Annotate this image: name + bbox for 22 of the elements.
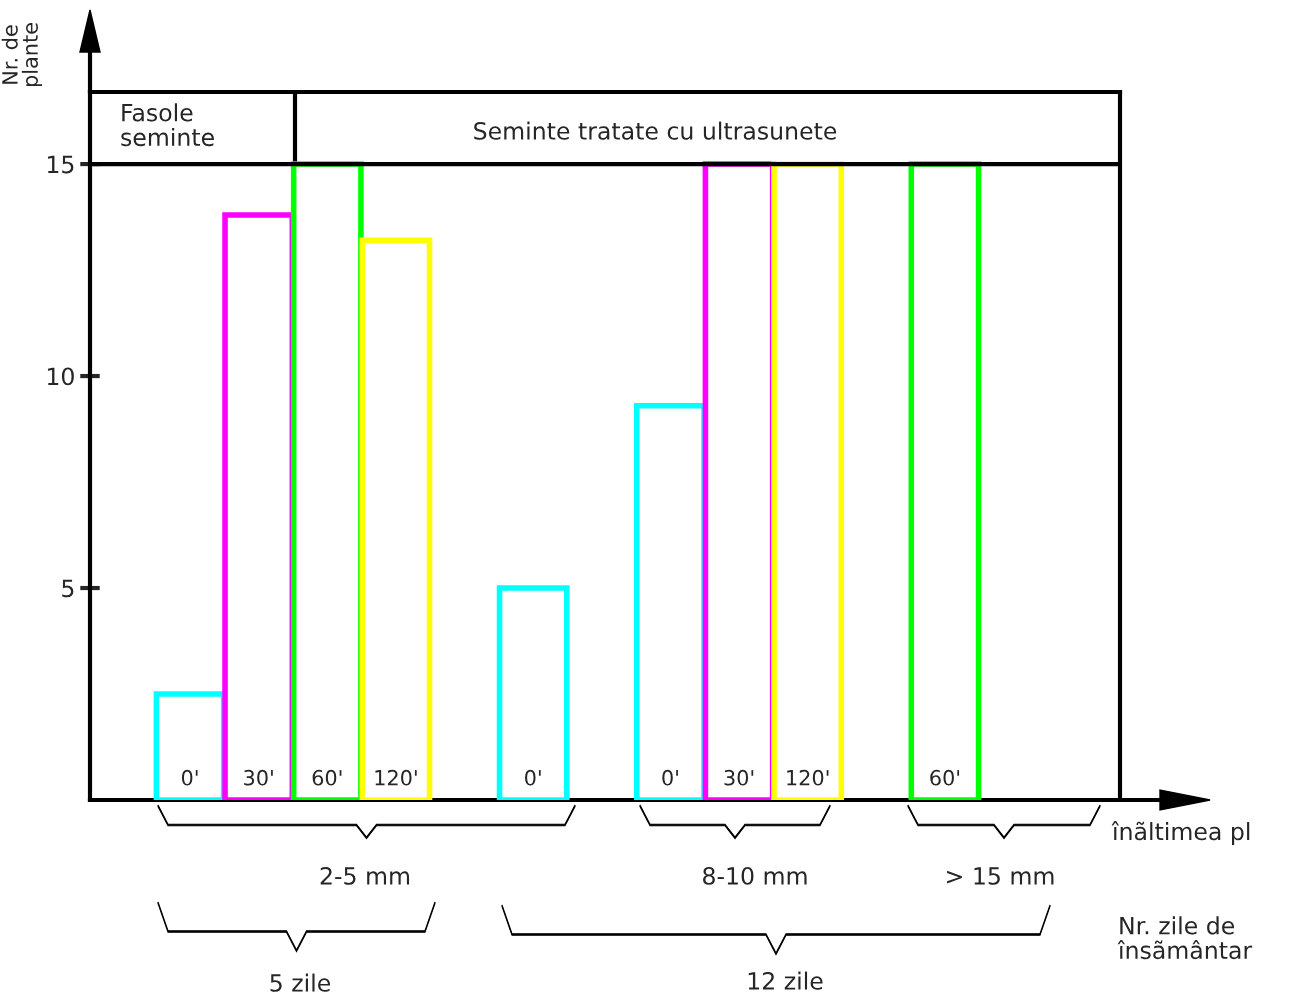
text: 2-5 mm — [320, 866, 410, 885]
x-tick-label: 120' — [375, 769, 417, 786]
x-tick-label: 60' — [312, 769, 342, 786]
text: înãltimea pl — [1111, 821, 1250, 845]
y-axis-title: Nr. de plante — [1, 23, 42, 87]
x-tick-label: 30' — [724, 769, 754, 786]
text: 8-10 mm — [703, 866, 807, 885]
y-tick-label: 10 — [47, 367, 74, 386]
x-tick-label: 60' — [930, 769, 960, 786]
text: > 15 mm — [947, 867, 1054, 885]
x-tick-label: 0' — [662, 769, 678, 786]
text: 12 zile — [748, 971, 823, 990]
text: Nr. zile de însãmântar — [1117, 916, 1253, 960]
x-tick-label: 0' — [525, 769, 541, 786]
text: 5 zile — [270, 973, 331, 992]
annotation: Fasole seminte — [121, 103, 214, 147]
x-tick-label: 120' — [787, 769, 829, 786]
y-tick-label: 15 — [47, 155, 74, 174]
x-tick-label: 0' — [181, 769, 198, 786]
annotation: Seminte tratate cu ultrasunete — [474, 121, 837, 140]
y-tick-label: 5 — [62, 579, 74, 598]
x-tick-label: 30' — [244, 769, 273, 786]
